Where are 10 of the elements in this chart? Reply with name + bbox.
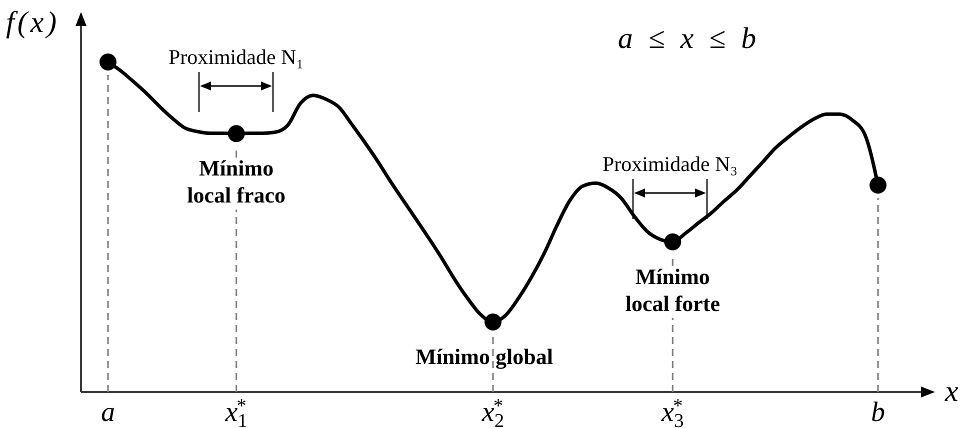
x-tick-label: b bbox=[871, 397, 885, 428]
x-tick-label: a bbox=[101, 397, 115, 428]
x-axis-title: x bbox=[944, 375, 959, 408]
text: a ≤ x ≤ b bbox=[618, 22, 756, 55]
annotation: Mínimo local fraco bbox=[187, 156, 286, 208]
annotation: Proximidade N₁ bbox=[168, 45, 304, 69]
annotation: Mínimo local forte bbox=[625, 264, 720, 316]
y-axis-title: f(x) bbox=[6, 6, 60, 39]
annotation: Proximidade N₃ bbox=[602, 152, 738, 176]
annotation: Mínimo global bbox=[415, 344, 553, 370]
